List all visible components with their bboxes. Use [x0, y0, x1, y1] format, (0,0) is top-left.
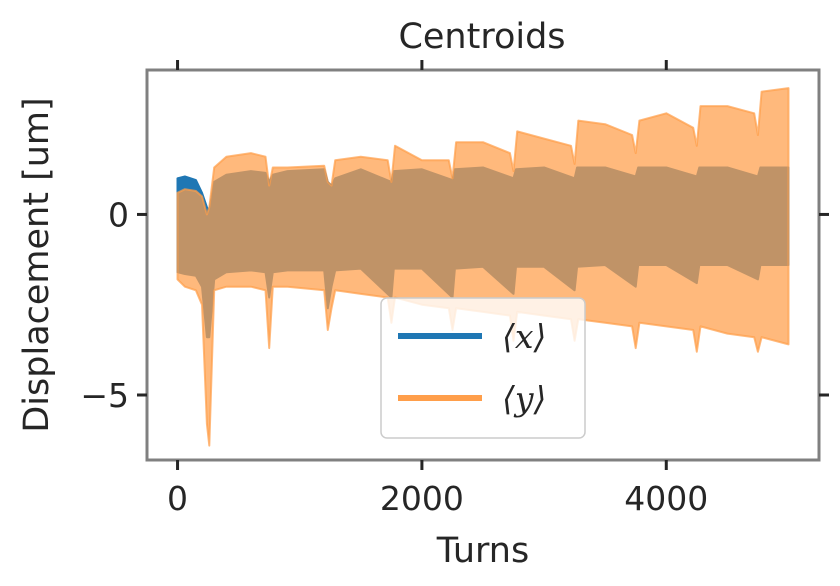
x-axis-label: Turns: [436, 531, 529, 571]
legend-label-y: ⟨y⟩: [502, 379, 546, 418]
x-tick-label-1: 2000: [380, 479, 464, 518]
legend-label-x: ⟨x⟩: [502, 317, 546, 356]
legend-box: [380, 297, 586, 439]
legend: ⟨x⟩ ⟨y⟩: [380, 297, 586, 439]
y-axis-label: Displacement [um]: [17, 97, 57, 432]
y-tick-label-0: 0: [108, 195, 129, 234]
series-band-1: [176, 87, 790, 447]
plot-frame: [145, 68, 821, 462]
chart-title: Centroids: [398, 17, 565, 57]
series-layer: [176, 87, 790, 447]
tick-layer: 0 2000 4000 0 −5: [80, 60, 829, 518]
x-tick-label-0: 0: [167, 479, 188, 518]
x-tick-label-2: 4000: [624, 479, 708, 518]
y-tick-label-1: −5: [80, 376, 129, 415]
